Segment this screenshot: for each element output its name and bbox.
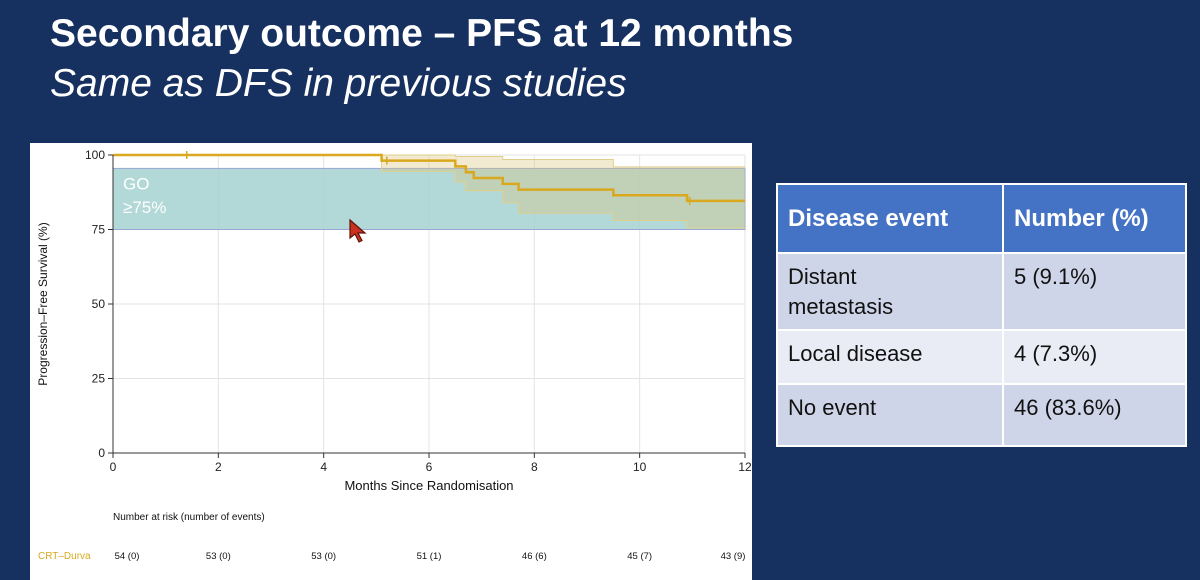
x-tick-label: 12 xyxy=(738,460,752,474)
slide-subtitle: Same as DFS in previous studies xyxy=(50,62,627,105)
table-row: Local disease 4 (7.3%) xyxy=(776,329,1187,386)
go-label: GO xyxy=(123,174,149,193)
risk-value: 53 (0) xyxy=(311,551,337,562)
event-name: Local disease xyxy=(776,329,1004,386)
go-threshold-label: ≥75% xyxy=(123,198,166,217)
risk-value: 45 (7) xyxy=(627,551,653,562)
y-axis-label: Progression–Free Survival (%) xyxy=(36,222,50,385)
table-row: Distant metastasis 5 (9.1%) xyxy=(776,251,1187,332)
ci-lower-line xyxy=(113,154,745,229)
event-name: Distant metastasis xyxy=(776,251,1004,332)
header-disease-event: Disease event xyxy=(776,183,1004,254)
x-tick-label: 8 xyxy=(531,460,538,474)
arrow-cursor-icon xyxy=(348,218,368,249)
x-tick-label: 4 xyxy=(320,460,327,474)
table-header-row: Disease event Number (%) xyxy=(776,183,1187,254)
x-tick-label: 0 xyxy=(110,460,117,474)
header-number: Number (%) xyxy=(1002,183,1187,254)
event-number: 46 (83.6%) xyxy=(1002,383,1187,448)
x-tick-label: 10 xyxy=(633,460,647,474)
survival-curve xyxy=(113,153,745,203)
y-tick-label: 100 xyxy=(85,148,105,162)
km-chart: 0 25 50 75 100 0 2 4 6 8 10 12 Months Since Randomis… xyxy=(36,148,752,493)
table-row: No event 46 (83.6%) xyxy=(776,383,1187,448)
risk-value: 54 (0) xyxy=(114,551,140,562)
km-chart-panel: 0 25 50 75 100 0 2 4 6 8 10 12 Months Since Randomis… xyxy=(30,143,752,580)
y-tick-label: 75 xyxy=(92,223,106,237)
y-tick-label: 0 xyxy=(98,446,105,460)
x-tick-label: 6 xyxy=(426,460,433,474)
risk-value: 46 (6) xyxy=(521,551,547,562)
confidence-band xyxy=(113,155,745,229)
disease-events-table: Disease event Number (%) Distant metasta… xyxy=(776,183,1187,448)
risk-value: 51 (1) xyxy=(416,551,442,562)
event-number: 5 (9.1%) xyxy=(1002,251,1187,332)
ci-upper-line xyxy=(113,154,745,168)
risk-table-header: Number at risk (number of events) xyxy=(113,512,265,523)
y-tick-label: 50 xyxy=(92,297,106,311)
event-name: No event xyxy=(776,383,1004,448)
risk-value: 43 (9) xyxy=(720,551,746,562)
y-tick-label: 25 xyxy=(92,372,106,386)
event-number: 4 (7.3%) xyxy=(1002,329,1187,386)
x-tick-label: 2 xyxy=(215,460,222,474)
slide-title: Secondary outcome – PFS at 12 months xyxy=(50,12,794,55)
go-region xyxy=(112,167,746,230)
x-axis-label: Months Since Randomisation xyxy=(344,478,513,493)
risk-value: 53 (0) xyxy=(205,551,231,562)
risk-table-label: CRT–Durva xyxy=(38,551,91,562)
